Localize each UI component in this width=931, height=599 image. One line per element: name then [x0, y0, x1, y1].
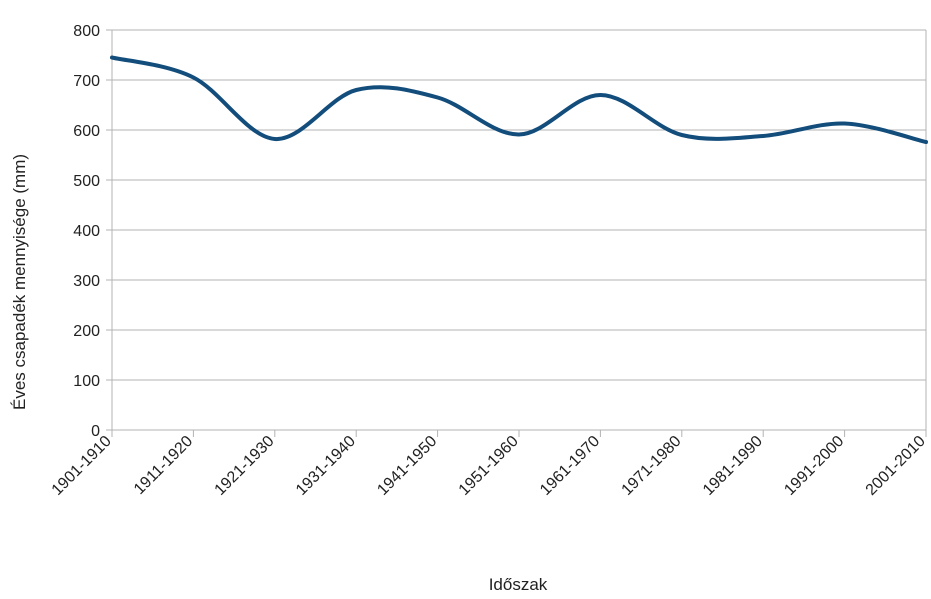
y-tick-label: 0: [91, 423, 100, 440]
y-axis-title: Éves csapadék mennyisége (mm): [10, 154, 29, 410]
x-tick-label: 1981-1990: [700, 433, 766, 499]
x-tick-label: 1991-2000: [781, 433, 847, 499]
x-tick-label: 2001-2010: [863, 433, 929, 499]
y-tick-label: 300: [73, 273, 100, 290]
y-tick-label: 800: [73, 23, 100, 40]
x-axis-title: Időszak: [489, 575, 548, 594]
y-tick-label: 200: [73, 323, 100, 340]
x-tick-label: 1901-1910: [49, 433, 115, 499]
y-tick-label: 500: [73, 173, 100, 190]
x-tick-label: 1921-1930: [212, 433, 278, 499]
x-tick-label: 1941-1950: [374, 433, 440, 499]
y-tick-label: 400: [73, 223, 100, 240]
y-tick-labels: 0 100 200 300 400 500 600 700 800: [73, 23, 100, 440]
gridlines: [112, 29, 926, 381]
x-tick-label: 1961-1970: [537, 433, 603, 499]
x-tick-label: 1931-1940: [293, 433, 359, 499]
x-tick-label: 1911-1920: [131, 433, 196, 498]
x-tick-label: 1971-1980: [619, 433, 685, 499]
y-tick-label: 600: [73, 123, 100, 140]
y-tick-label: 700: [73, 73, 100, 90]
axes: [106, 29, 927, 437]
x-tick-labels: 1901-1910 1911-1920 1921-1930 1931-1940 1941…: [49, 433, 929, 499]
series-line: [110, 55, 928, 144]
series-lines: [110, 55, 928, 144]
x-tick-label: 1951-1960: [456, 433, 522, 499]
y-tick-label: 100: [73, 373, 100, 390]
